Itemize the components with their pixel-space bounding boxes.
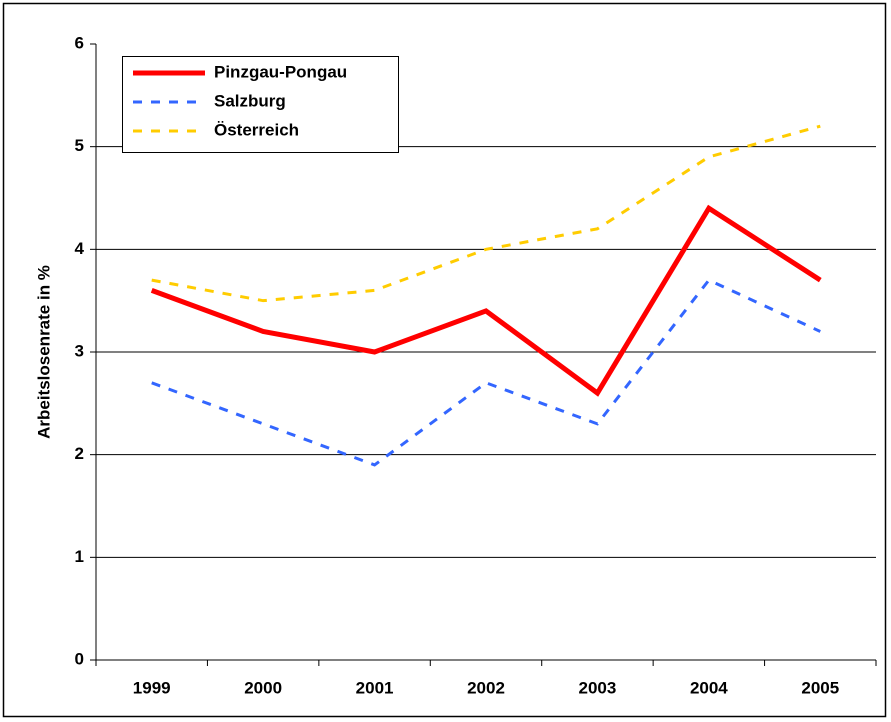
y-axis-label: Arbeitslosenrate in %	[34, 265, 53, 439]
legend-label: Salzburg	[214, 91, 286, 110]
x-tick-label: 1999	[133, 678, 171, 697]
y-tick-label: 2	[75, 444, 84, 463]
y-tick-label: 4	[75, 239, 85, 258]
series-line	[151, 124, 821, 303]
y-tick-label: 3	[75, 341, 84, 360]
legend-label: Pinzgau-Pongau	[214, 62, 347, 81]
y-tick-label: 5	[75, 136, 84, 155]
legend-label: Österreich	[214, 120, 299, 139]
x-tick-label: 2004	[690, 678, 728, 697]
x-tick-label: 2003	[579, 678, 617, 697]
y-tick-label: 1	[75, 547, 84, 566]
x-tick-label: 2005	[801, 678, 839, 697]
y-tick-label: 6	[75, 33, 84, 52]
y-tick-label: 0	[75, 649, 84, 668]
series-line	[150, 204, 822, 397]
x-tick-label: 2001	[356, 678, 394, 697]
x-tick-label: 2002	[467, 678, 505, 697]
x-tick-label: 2000	[244, 678, 282, 697]
